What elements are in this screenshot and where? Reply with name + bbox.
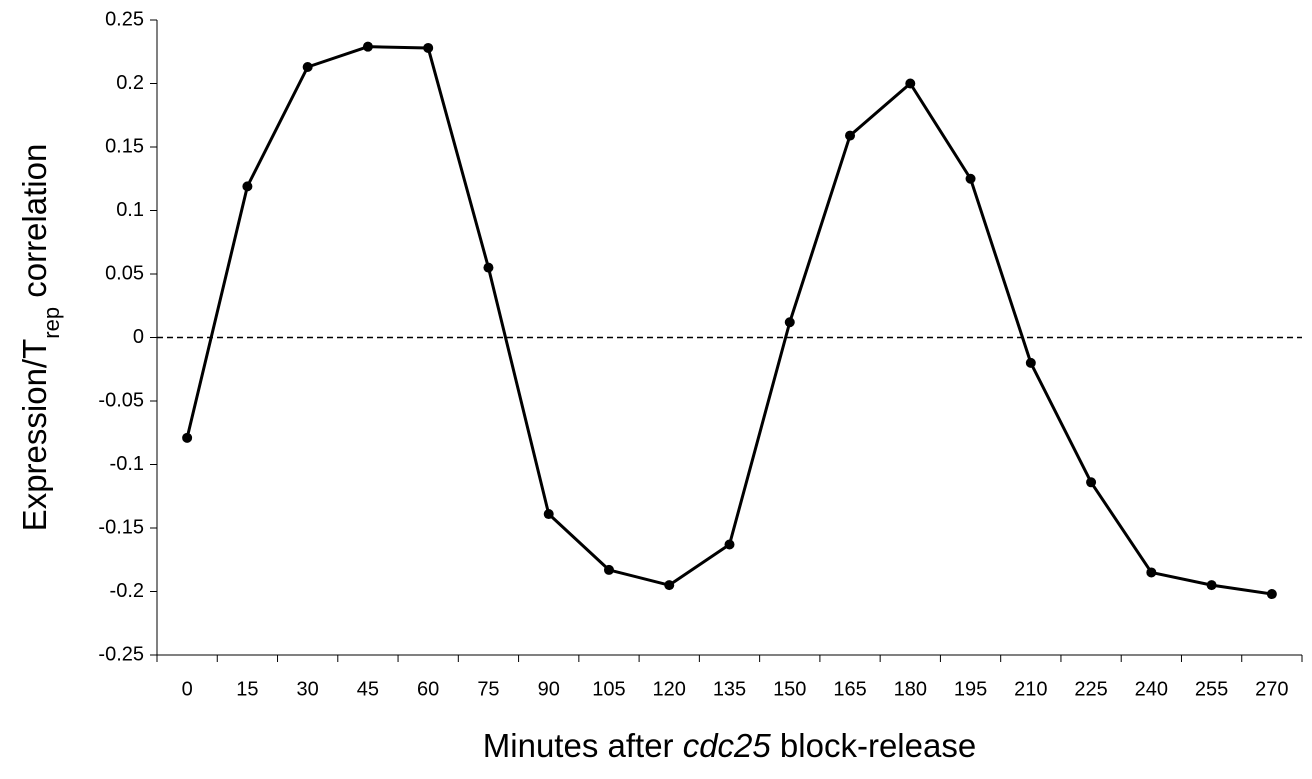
x-tick-label: 165 <box>833 678 866 700</box>
data-point <box>965 173 976 184</box>
axis-title-part: Expression/T <box>16 339 53 532</box>
y-label: Expression/Trep correlation <box>16 144 64 532</box>
x-tick-label: 60 <box>417 678 439 700</box>
x-tick-label: 0 <box>182 678 193 700</box>
data-point <box>1146 567 1157 578</box>
data-point <box>302 61 313 72</box>
x-tick-label: 225 <box>1074 678 1107 700</box>
x-tick-label: 270 <box>1255 678 1288 700</box>
x-tick-label: 15 <box>236 678 258 700</box>
x-tick-label: 240 <box>1135 678 1168 700</box>
y-tick-label: 0 <box>133 326 144 348</box>
data-point <box>182 432 193 443</box>
x-tick-label: 210 <box>1014 678 1047 700</box>
y-tick-label: 0.1 <box>116 199 144 221</box>
data-point <box>784 317 795 328</box>
axis-title-part: correlation <box>16 144 53 307</box>
data-line <box>185 45 1273 596</box>
y-tick-label: -0.15 <box>98 516 144 538</box>
axis-title-part: Minutes after <box>483 727 683 764</box>
x-tick-label: 180 <box>894 678 927 700</box>
data-point <box>845 130 856 141</box>
y-tick-label: 0.15 <box>105 135 144 157</box>
axis-title-part: cdc25 <box>683 727 772 764</box>
y-tick-label: 0.2 <box>116 72 144 94</box>
y-tick-label: -0.2 <box>110 580 144 602</box>
data-point <box>1206 580 1217 591</box>
data-point <box>724 539 735 550</box>
data-point <box>1086 477 1097 488</box>
data-point <box>362 41 373 52</box>
axis-title-part: rep <box>39 307 64 339</box>
data-point <box>1025 357 1036 368</box>
y-tick-label: 0.05 <box>105 262 144 284</box>
y-tick-label: 0.25 <box>105 8 144 30</box>
data-point <box>905 78 916 89</box>
y-tick-label: -0.25 <box>98 643 144 665</box>
data-point <box>1266 589 1277 600</box>
x-tick-label: 105 <box>592 678 625 700</box>
data-point <box>603 564 614 575</box>
x-tick-label: 150 <box>773 678 806 700</box>
y-tick-label: -0.05 <box>98 389 144 411</box>
x-label: Minutes after cdc25 block-release <box>483 727 976 764</box>
data-point <box>423 42 434 53</box>
x-tick-label: 75 <box>477 678 499 700</box>
x-tick-label: 30 <box>297 678 319 700</box>
data-point <box>543 509 554 520</box>
axis-title-part: block-release <box>771 727 976 764</box>
data-point <box>483 262 494 273</box>
x-tick-label: 90 <box>538 678 560 700</box>
x-tick-label: 255 <box>1195 678 1228 700</box>
x-tick-label: 195 <box>954 678 987 700</box>
data-point <box>242 181 253 192</box>
data-point <box>664 580 675 591</box>
x-tick-label: 120 <box>653 678 686 700</box>
y-tick-label: -0.1 <box>110 453 144 475</box>
x-tick-label: 45 <box>357 678 379 700</box>
x-tick-label: 135 <box>713 678 746 700</box>
